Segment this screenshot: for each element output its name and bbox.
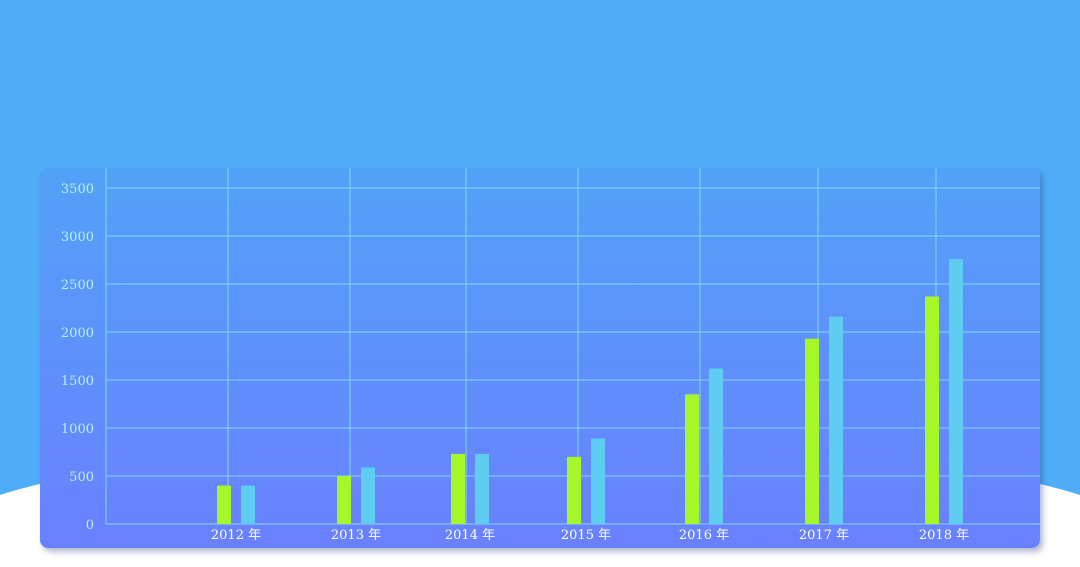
- bar-series-2: [241, 485, 255, 524]
- x-tick-label: 2013 年: [331, 528, 381, 543]
- x-tick-label: 2012 年: [211, 528, 261, 543]
- chart-card: 0 500 1000 1500 2000 2500 3000 3500 2012 年 2013 年…: [40, 168, 1040, 548]
- x-tick-label: 2014 年: [445, 528, 495, 543]
- y-tick-label: 0: [86, 518, 94, 533]
- y-tick-label: 1500: [61, 374, 94, 389]
- bar-series-1: [337, 476, 351, 524]
- x-tick-label: 2016 年: [679, 528, 729, 543]
- bar-series-1: [567, 456, 581, 524]
- x-tick-label: 2017 年: [799, 528, 849, 543]
- bar-layer: [217, 259, 963, 524]
- y-tick-label: 500: [69, 470, 94, 485]
- y-tick-label: 1000: [61, 422, 94, 437]
- bar-series-2: [949, 259, 963, 524]
- y-tick-label: 3000: [61, 230, 94, 245]
- bar-series-1: [925, 296, 939, 524]
- bar-series-1: [451, 453, 465, 524]
- bar-chart: 0 500 1000 1500 2000 2500 3000 3500 2012 年 2013 年…: [61, 168, 1040, 543]
- y-tick-label: 2000: [61, 326, 94, 341]
- y-tick-label: 2500: [61, 278, 94, 293]
- bar-series-2: [709, 368, 723, 524]
- bar-series-1: [805, 338, 819, 524]
- x-tick-label: 2018 年: [919, 528, 969, 543]
- bar-series-2: [475, 453, 489, 524]
- bar-series-2: [829, 316, 843, 524]
- bar-series-2: [591, 438, 605, 524]
- y-tick-label: 3500: [61, 182, 94, 197]
- label-layer: 0 500 1000 1500 2000 2500 3000 3500 2012 年 2013 年…: [61, 182, 969, 543]
- bar-series-2: [361, 467, 375, 524]
- bar-series-1: [217, 485, 231, 524]
- bar-series-1: [685, 394, 699, 524]
- x-tick-label: 2015 年: [561, 528, 611, 543]
